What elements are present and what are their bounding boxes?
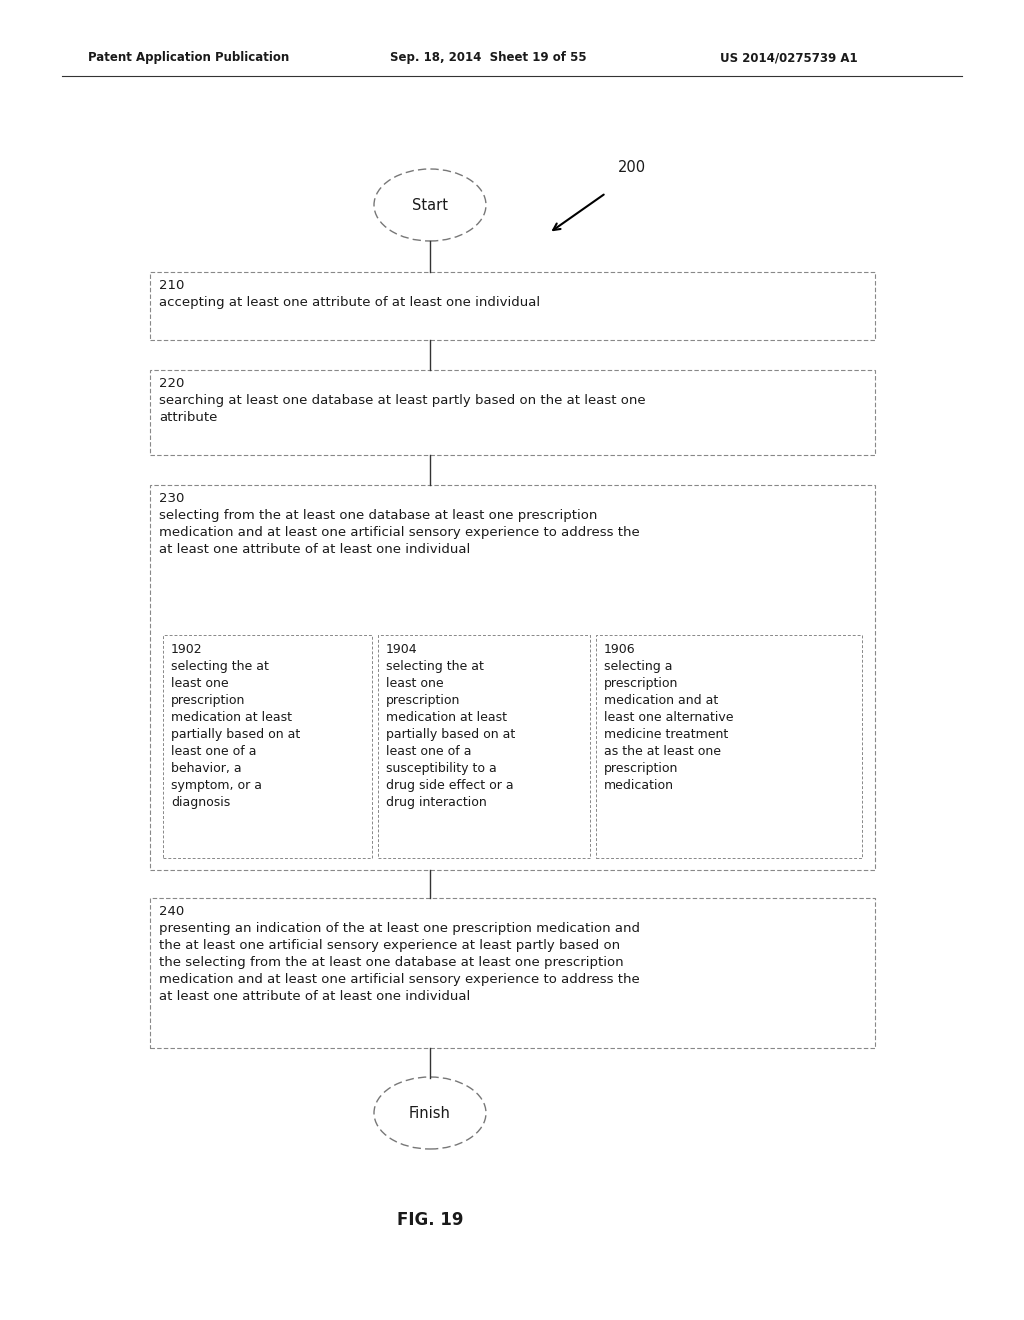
Text: partially based on at: partially based on at xyxy=(386,729,515,741)
Text: Patent Application Publication: Patent Application Publication xyxy=(88,51,289,65)
Text: Finish: Finish xyxy=(409,1106,451,1121)
Text: attribute: attribute xyxy=(159,411,217,424)
Text: least one: least one xyxy=(171,677,228,690)
Text: prescription: prescription xyxy=(386,694,461,708)
Text: the selecting from the at least one database at least one prescription: the selecting from the at least one data… xyxy=(159,956,624,969)
Text: at least one attribute of at least one individual: at least one attribute of at least one i… xyxy=(159,543,470,556)
Text: diagnosis: diagnosis xyxy=(171,796,230,809)
Bar xyxy=(150,370,874,455)
Text: at least one attribute of at least one individual: at least one attribute of at least one i… xyxy=(159,990,470,1003)
Text: medication at least: medication at least xyxy=(171,711,292,723)
Text: drug interaction: drug interaction xyxy=(386,796,486,809)
Text: selecting a: selecting a xyxy=(604,660,673,673)
Text: the at least one artificial sensory experience at least partly based on: the at least one artificial sensory expe… xyxy=(159,939,621,952)
Text: selecting the at: selecting the at xyxy=(386,660,484,673)
Text: searching at least one database at least partly based on the at least one: searching at least one database at least… xyxy=(159,393,645,407)
Text: 1906: 1906 xyxy=(604,643,636,656)
Bar xyxy=(378,635,590,858)
Text: least one alternative: least one alternative xyxy=(604,711,733,723)
Text: Sep. 18, 2014  Sheet 19 of 55: Sep. 18, 2014 Sheet 19 of 55 xyxy=(390,51,587,65)
Bar xyxy=(163,635,372,858)
Text: least one of a: least one of a xyxy=(386,744,471,758)
Text: partially based on at: partially based on at xyxy=(171,729,300,741)
Text: 220: 220 xyxy=(159,378,184,389)
Text: prescription: prescription xyxy=(604,762,678,775)
Text: selecting the at: selecting the at xyxy=(171,660,269,673)
Text: medication and at: medication and at xyxy=(604,694,718,708)
Bar xyxy=(596,635,862,858)
Text: medication: medication xyxy=(604,779,674,792)
Bar xyxy=(150,484,874,870)
Text: selecting from the at least one database at least one prescription: selecting from the at least one database… xyxy=(159,510,597,521)
Text: medicine treatment: medicine treatment xyxy=(604,729,728,741)
Text: symptom, or a: symptom, or a xyxy=(171,779,262,792)
Text: presenting an indication of the at least one prescription medication and: presenting an indication of the at least… xyxy=(159,921,640,935)
Text: US 2014/0275739 A1: US 2014/0275739 A1 xyxy=(720,51,858,65)
Text: least one of a: least one of a xyxy=(171,744,256,758)
Text: medication and at least one artificial sensory experience to address the: medication and at least one artificial s… xyxy=(159,973,640,986)
Text: 1902: 1902 xyxy=(171,643,203,656)
Text: medication and at least one artificial sensory experience to address the: medication and at least one artificial s… xyxy=(159,525,640,539)
Bar xyxy=(150,272,874,341)
Text: medication at least: medication at least xyxy=(386,711,507,723)
Text: susceptibility to a: susceptibility to a xyxy=(386,762,497,775)
Bar xyxy=(150,898,874,1048)
Text: 230: 230 xyxy=(159,492,184,506)
Text: as the at least one: as the at least one xyxy=(604,744,721,758)
Text: least one: least one xyxy=(386,677,443,690)
Text: drug side effect or a: drug side effect or a xyxy=(386,779,514,792)
Text: prescription: prescription xyxy=(604,677,678,690)
Text: 200: 200 xyxy=(618,161,646,176)
Text: prescription: prescription xyxy=(171,694,246,708)
Text: Start: Start xyxy=(412,198,449,213)
Text: accepting at least one attribute of at least one individual: accepting at least one attribute of at l… xyxy=(159,296,540,309)
Text: 210: 210 xyxy=(159,279,184,292)
Text: behavior, a: behavior, a xyxy=(171,762,242,775)
Text: FIG. 19: FIG. 19 xyxy=(396,1210,463,1229)
Text: 1904: 1904 xyxy=(386,643,418,656)
Text: 240: 240 xyxy=(159,906,184,917)
